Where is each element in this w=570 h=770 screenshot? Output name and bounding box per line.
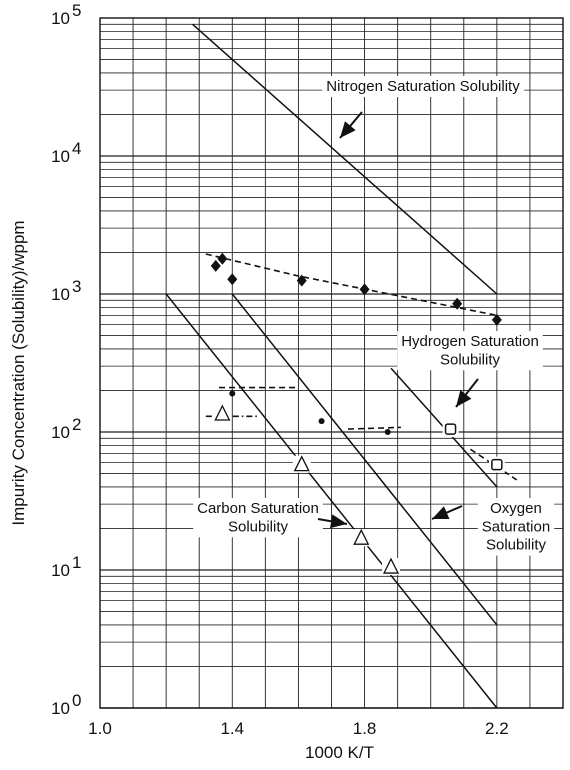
fit-line-3 bbox=[348, 426, 401, 430]
nitrogen-arrow-head bbox=[340, 121, 356, 138]
diamond-point bbox=[210, 259, 221, 272]
annotation-line: Solubility bbox=[486, 537, 547, 554]
annotation-line: Carbon Saturation bbox=[197, 500, 319, 517]
x-axis-title: 1000 K/T bbox=[305, 743, 374, 762]
square-point bbox=[491, 458, 503, 471]
diamond-point bbox=[217, 252, 228, 265]
plot-frame bbox=[99, 17, 564, 709]
oxygen-label: Oxygen Saturation Solubility bbox=[482, 500, 550, 554]
annotation-line: Nitrogen Saturation Solubility bbox=[326, 78, 520, 95]
x-tick-label: 2.2 bbox=[485, 719, 509, 738]
y-tick-label: 10 bbox=[51, 9, 70, 28]
y-tick-label: 10 bbox=[51, 699, 70, 718]
annotations: Nitrogen Saturation Solubility Hydrogen … bbox=[193, 76, 555, 556]
y-axis-title: Impurity Concentration (Solubility)/wppm bbox=[9, 220, 28, 525]
saturation-line-0 bbox=[192, 23, 498, 295]
saturation-line-1 bbox=[165, 293, 498, 709]
hydrogen-arrow-head bbox=[456, 390, 472, 407]
y-tick-label: 10 bbox=[51, 561, 70, 580]
saturation-line-2 bbox=[231, 293, 498, 626]
nitrogen-label: Nitrogen Saturation Solubility bbox=[326, 78, 520, 95]
x-tick-label: 1.0 bbox=[88, 719, 112, 738]
annotation-arrows bbox=[317, 111, 479, 529]
carbon-arrow-head bbox=[330, 514, 347, 529]
hydrogen-label: Hydrogen Saturation Solubility bbox=[401, 333, 539, 368]
annotation-background bbox=[193, 498, 323, 538]
annotation-line: Saturation bbox=[482, 518, 550, 535]
diamond-point bbox=[296, 274, 307, 287]
oxygen-arrow-head bbox=[432, 506, 450, 520]
carbon-label: Carbon Saturation Solubility bbox=[197, 500, 319, 535]
diamond-point bbox=[227, 273, 238, 286]
y-tick-exponent: 0 bbox=[72, 691, 81, 710]
triangle-point bbox=[353, 528, 370, 545]
annotation-background bbox=[322, 76, 525, 97]
annotation-background bbox=[397, 331, 543, 371]
dot-point bbox=[229, 390, 236, 397]
annotation-line: Hydrogen Saturation bbox=[401, 333, 539, 350]
x-tick-label: 1.8 bbox=[353, 719, 377, 738]
saturation-lines bbox=[165, 23, 498, 709]
triangle-point bbox=[214, 404, 231, 421]
annotation-line: Solubility bbox=[228, 518, 289, 535]
fit-line-0 bbox=[205, 253, 498, 317]
dot-point bbox=[318, 418, 325, 425]
annotation-line: Oxygen bbox=[490, 500, 542, 517]
data-points bbox=[210, 252, 505, 576]
y-tick-exponent: 4 bbox=[72, 139, 81, 158]
diamond-point bbox=[452, 297, 463, 310]
square-point bbox=[444, 423, 457, 435]
annotation-background bbox=[477, 498, 555, 556]
y-tick-exponent: 2 bbox=[72, 415, 81, 434]
triangle-point bbox=[382, 557, 400, 574]
y-tick-label: 10 bbox=[51, 423, 70, 442]
diamond-point bbox=[359, 283, 370, 296]
fit-lines bbox=[205, 253, 518, 481]
diamond-point bbox=[491, 313, 502, 326]
annotation-line: Solubility bbox=[440, 351, 501, 368]
y-tick-label: 10 bbox=[51, 285, 70, 304]
y-tick-exponent: 1 bbox=[72, 553, 81, 572]
y-tick-exponent: 3 bbox=[72, 277, 81, 296]
y-tick-label: 10 bbox=[51, 147, 70, 166]
triangle-point bbox=[293, 455, 310, 472]
y-tick-exponent: 5 bbox=[72, 1, 81, 20]
dot-point bbox=[384, 429, 391, 435]
x-tick-label: 1.4 bbox=[220, 719, 244, 738]
